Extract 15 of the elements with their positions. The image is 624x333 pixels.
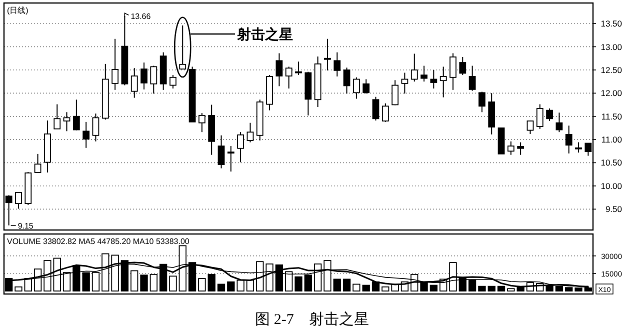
- y-tick-label: 13.00: [600, 42, 622, 52]
- annotation: 射击之星: [236, 26, 293, 43]
- y-tick-label: 13.50: [600, 18, 622, 29]
- caption: 图 2-7 射击之星: [255, 311, 369, 328]
- chart-title: VOLUME 33802.82 MA5 44785.20 MA10 53383.00: [7, 237, 190, 246]
- annotation: 9.15: [18, 221, 34, 230]
- y-tick-label: 12.50: [600, 64, 622, 75]
- y-tick-label: 10.00: [600, 180, 622, 191]
- y-tick-label: 11.50: [601, 111, 622, 122]
- chart-title: (日线): [7, 6, 29, 15]
- y-tick-label: 10.50: [600, 158, 622, 168]
- y-tick-label: 12.00: [600, 88, 622, 98]
- y-tick-label: 11.00: [601, 134, 622, 145]
- annotation: 13.66: [130, 12, 152, 22]
- y-tick-label: 9.50: [605, 204, 622, 214]
